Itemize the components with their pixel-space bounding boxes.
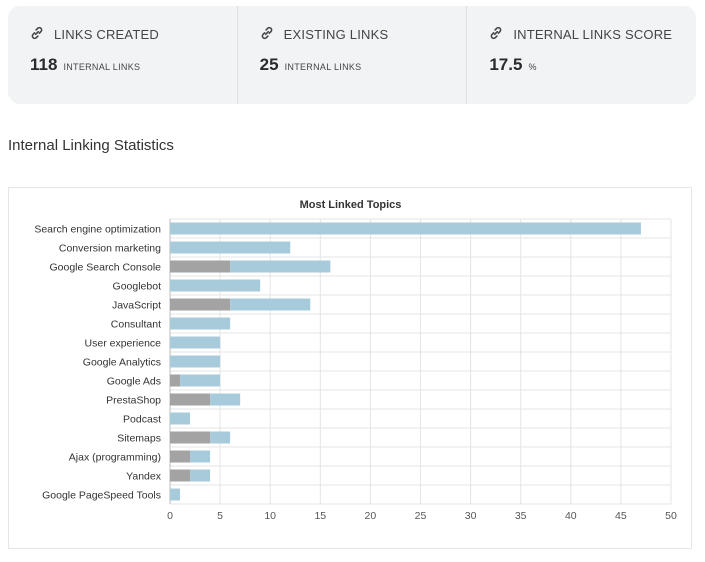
bar-segment bbox=[170, 222, 641, 235]
section-title: Internal Linking Statistics bbox=[8, 137, 174, 154]
stat-unit: INTERNAL LINKS bbox=[284, 62, 362, 72]
bar-segment bbox=[170, 393, 211, 406]
category-label: Google PageSpeed Tools bbox=[42, 490, 161, 502]
link-icon bbox=[489, 26, 503, 43]
bar-segment bbox=[170, 450, 191, 463]
chart-title: Most Linked Topics bbox=[300, 199, 402, 211]
bar-segment bbox=[170, 336, 221, 349]
stat-value: 25 bbox=[259, 55, 279, 74]
bar-segment bbox=[170, 469, 191, 482]
x-tick-label: 35 bbox=[515, 510, 527, 522]
x-tick-label: 5 bbox=[217, 510, 223, 522]
category-label: Googlebot bbox=[113, 281, 162, 293]
bar-segment bbox=[170, 241, 291, 254]
x-tick-label: 0 bbox=[167, 510, 173, 522]
category-label: Podcast bbox=[123, 414, 161, 426]
category-label: User experience bbox=[85, 338, 162, 350]
bar-segment bbox=[170, 298, 231, 311]
stat-existing-links: EXISTING LINKS 25 INTERNAL LINKS bbox=[236, 6, 467, 104]
category-label: Ajax (programming) bbox=[69, 452, 161, 464]
bar-segment bbox=[210, 431, 231, 444]
x-tick-label: 40 bbox=[565, 510, 577, 522]
category-label: Sitemaps bbox=[117, 433, 161, 445]
bar-segment bbox=[210, 393, 241, 406]
bar-segment bbox=[230, 260, 331, 273]
stat-label: EXISTING LINKS bbox=[283, 27, 389, 42]
bar-segment bbox=[170, 260, 231, 273]
bar-segment bbox=[190, 450, 211, 463]
x-tick-label: 15 bbox=[314, 510, 326, 522]
bar-segment bbox=[170, 412, 191, 425]
chart-svg: Most Linked Topics 0 5 10 15 20 25 30 35 40 45 50 Se… bbox=[34, 199, 677, 522]
category-label: Yandex bbox=[126, 471, 162, 483]
stat-internal-links-score: INTERNAL LINKS SCORE 17.5 % bbox=[466, 6, 696, 104]
category-label: JavaScript bbox=[112, 300, 161, 312]
bar-segment bbox=[170, 317, 231, 330]
bar-segment bbox=[170, 488, 181, 501]
bar-segment bbox=[180, 374, 221, 387]
stat-unit: INTERNAL LINKS bbox=[63, 62, 141, 72]
stat-value: 118 bbox=[30, 55, 58, 74]
x-tick-label: 20 bbox=[365, 510, 377, 522]
stat-links-created: LINKS CREATED 118 INTERNAL LINKS bbox=[8, 6, 237, 104]
bar-segment bbox=[170, 355, 221, 368]
stat-unit: % bbox=[528, 62, 537, 72]
category-label: Conversion marketing bbox=[59, 243, 161, 255]
bar-segment bbox=[190, 469, 211, 482]
x-tick-label: 10 bbox=[264, 510, 276, 522]
category-label: Search engine optimization bbox=[34, 224, 161, 236]
x-tick-label: 50 bbox=[665, 510, 677, 522]
most-linked-topics-chart: Most Linked Topics 0 5 10 15 20 25 30 35 40 45 50 Se… bbox=[8, 187, 692, 549]
category-label: PrestaShop bbox=[106, 395, 161, 407]
stat-value: 17.5 bbox=[489, 55, 523, 74]
bar-segment bbox=[170, 279, 261, 292]
bar-segment bbox=[170, 431, 211, 444]
bar-segment bbox=[170, 374, 181, 387]
stat-label: LINKS CREATED bbox=[54, 27, 159, 42]
link-icon bbox=[260, 26, 274, 43]
x-tick-label: 30 bbox=[465, 510, 477, 522]
bar-segment bbox=[230, 298, 311, 311]
link-icon bbox=[30, 26, 44, 43]
category-label: Google Ads bbox=[107, 376, 161, 388]
stats-card: LINKS CREATED 118 INTERNAL LINKS EXISTIN… bbox=[8, 6, 696, 104]
category-label: Google Analytics bbox=[83, 357, 161, 369]
x-tick-label: 45 bbox=[615, 510, 627, 522]
category-label: Google Search Console bbox=[50, 262, 162, 274]
category-label: Consultant bbox=[111, 319, 161, 331]
x-tick-label: 25 bbox=[415, 510, 427, 522]
stat-label: INTERNAL LINKS SCORE bbox=[513, 27, 673, 42]
